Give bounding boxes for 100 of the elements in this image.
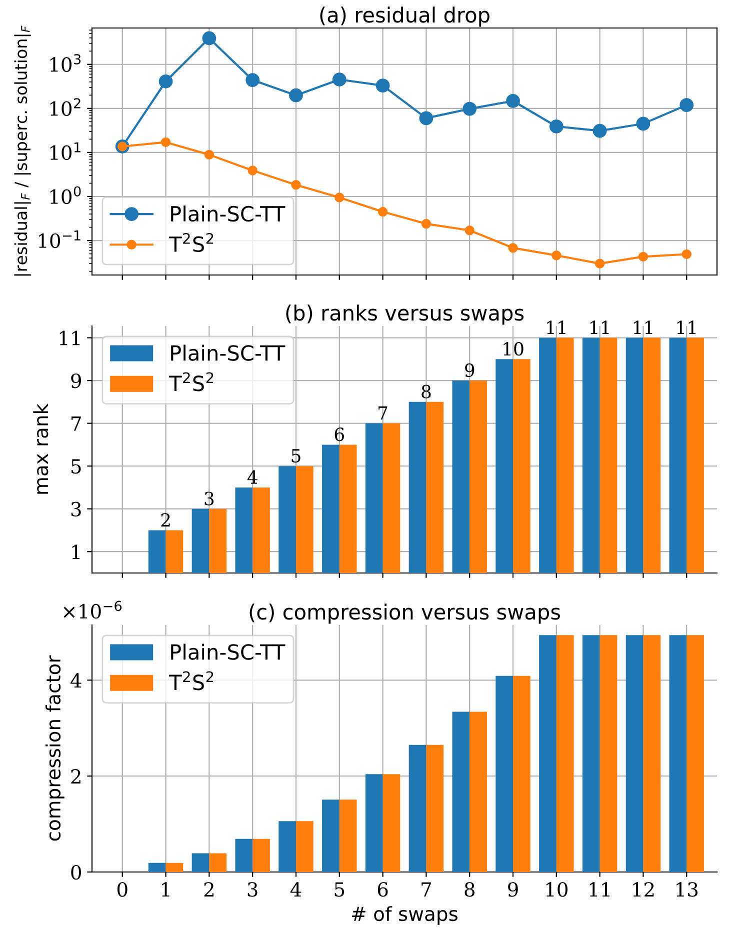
bar	[470, 380, 487, 573]
bar	[365, 423, 383, 573]
point	[682, 249, 692, 260]
bar	[513, 359, 530, 573]
point	[464, 226, 474, 236]
bar	[192, 508, 210, 573]
bar	[339, 444, 357, 573]
bar	[643, 635, 661, 872]
y-tick-label: 11	[60, 330, 80, 346]
bar	[669, 635, 687, 872]
point	[549, 119, 564, 134]
point	[332, 72, 346, 86]
y-tick-label: 9	[71, 373, 81, 388]
bar	[626, 635, 644, 872]
data-label: 6	[334, 428, 344, 442]
data-label: 7	[378, 406, 388, 420]
point	[202, 31, 216, 46]
bar	[408, 402, 426, 573]
point	[378, 206, 388, 217]
bar	[235, 838, 253, 872]
bar	[582, 338, 600, 573]
bar	[365, 774, 383, 872]
point	[158, 74, 173, 88]
data-label: 11	[590, 320, 609, 334]
bar	[600, 338, 618, 573]
bar	[209, 853, 227, 872]
x-tick-label: 9	[508, 882, 518, 897]
data-label: 11	[677, 320, 696, 334]
x-tick-label: 10	[546, 882, 568, 897]
point	[246, 73, 260, 87]
x-tick-label: 2	[204, 882, 214, 896]
legend-label: Plain-SC-TT	[171, 206, 286, 222]
point	[204, 150, 214, 160]
bar	[235, 487, 253, 573]
y-axis-title: compression factor	[46, 655, 64, 841]
bar	[209, 508, 227, 573]
legend-label: Plain-SC-TT	[171, 644, 286, 660]
point	[508, 243, 518, 253]
point	[421, 218, 432, 229]
bar	[192, 853, 210, 872]
bar	[339, 800, 357, 872]
bar	[148, 530, 166, 573]
bar	[669, 338, 687, 573]
bar	[382, 774, 400, 872]
y-tick-label: 10$^{2}$	[50, 98, 80, 116]
x-axis-title: # of swaps	[352, 906, 458, 925]
x-tick-label: 6	[378, 882, 388, 897]
point	[289, 88, 303, 102]
bar	[452, 380, 470, 573]
x-tick-label: 4	[290, 882, 302, 896]
y-axis-title: |residual|$_{F}$ / |superc. solution|$_{F}$	[14, 26, 31, 276]
x-tick-label: 5	[334, 882, 344, 897]
legend-label: Plain-SC-TT	[171, 344, 286, 361]
bar	[643, 338, 661, 573]
bar	[252, 487, 270, 573]
x-tick-label: 11	[590, 882, 610, 896]
bar	[278, 466, 296, 573]
bar	[686, 338, 704, 573]
point	[638, 252, 648, 262]
data-label: 2	[161, 513, 170, 526]
y-tick-label: 10$^{1}$	[50, 142, 80, 160]
bar	[513, 676, 530, 872]
bar	[686, 635, 704, 872]
text: ×10$^{−6}$	[64, 600, 122, 619]
bar	[496, 359, 514, 573]
x-tick-label: 3	[248, 882, 258, 897]
x-tick-label: 13	[676, 882, 698, 897]
y-tick-label: 10$^{0}$	[50, 186, 81, 204]
point	[636, 116, 650, 131]
point	[506, 94, 520, 108]
bar	[556, 635, 574, 872]
bar	[539, 338, 556, 573]
bar	[496, 676, 514, 872]
x-tick-label: 7	[422, 882, 431, 896]
bar	[322, 444, 340, 573]
bar	[408, 744, 426, 872]
bar	[166, 530, 184, 573]
point	[376, 78, 390, 93]
bar	[452, 712, 470, 872]
bar	[296, 821, 314, 872]
point	[592, 124, 607, 138]
point	[552, 250, 562, 260]
bar	[426, 744, 444, 872]
data-label: 10	[504, 342, 524, 356]
y-tick-label: 1	[72, 544, 80, 559]
data-label: 8	[422, 384, 431, 398]
bar	[626, 338, 644, 573]
bar	[382, 423, 400, 573]
bar	[148, 862, 166, 872]
bar	[278, 821, 296, 872]
y-tick-label: 10$^{−1}$	[38, 230, 80, 248]
point	[680, 98, 694, 112]
bar	[166, 862, 184, 872]
x-tick-label: 8	[464, 882, 474, 897]
x-tick-label: 12	[633, 882, 654, 896]
bar	[539, 635, 556, 872]
bar	[322, 800, 340, 872]
point	[248, 166, 258, 176]
y-axis-title: max rank	[33, 404, 48, 494]
bar	[600, 635, 618, 872]
